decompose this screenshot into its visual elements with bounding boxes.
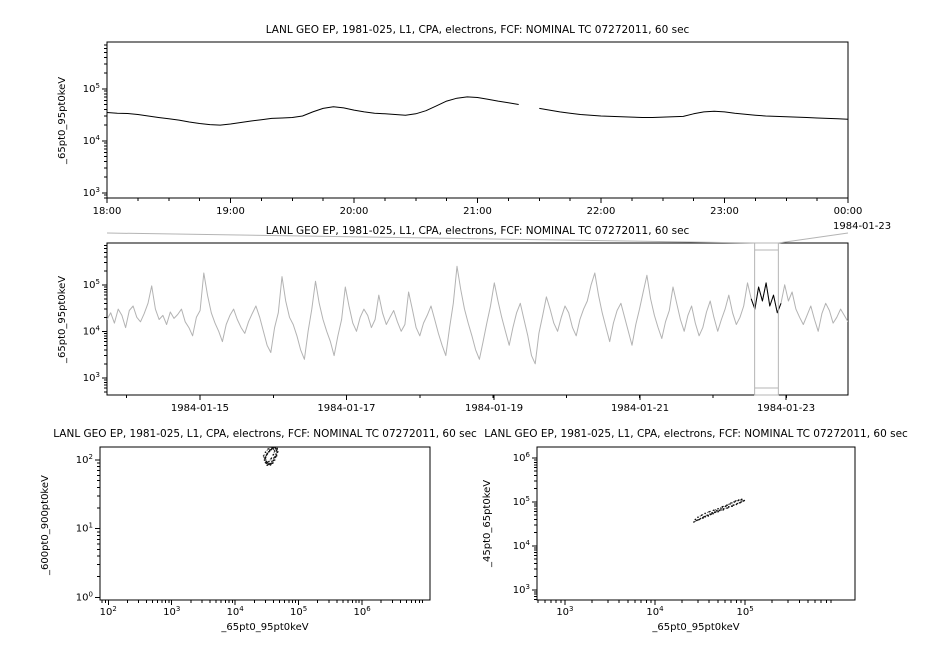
svg-text:22:00: 22:00 <box>587 206 616 217</box>
plot-area-context-timeseries[interactable] <box>107 243 848 395</box>
svg-text:103: 103 <box>83 186 100 199</box>
panel-context-title: LANL GEO EP, 1981-025, L1, CPA, electron… <box>265 225 690 237</box>
plot-area-top-timeseries[interactable] <box>107 42 848 198</box>
svg-text:104: 104 <box>83 134 101 147</box>
svg-text:21:00: 21:00 <box>463 206 492 217</box>
panel-top-title: LANL GEO EP, 1981-025, L1, CPA, electron… <box>265 24 690 36</box>
plot-area-scatter-right[interactable] <box>537 447 855 600</box>
svg-text:23:00: 23:00 <box>710 206 739 217</box>
svg-text:18:00: 18:00 <box>93 206 122 217</box>
panel-scatter-right-xlabel: _65pt0_95pt0keV <box>652 622 740 633</box>
svg-text:106: 106 <box>353 605 371 618</box>
svg-text:102: 102 <box>76 453 93 466</box>
panel-scatter-right-ylabel: _45pt0_65pt0keV <box>482 479 493 567</box>
svg-text:1984-01-17: 1984-01-17 <box>317 403 375 414</box>
plot-area-scatter-left[interactable] <box>100 447 430 600</box>
svg-text:103: 103 <box>163 605 180 618</box>
svg-text:1984-01-19: 1984-01-19 <box>465 403 523 414</box>
svg-text:103: 103 <box>556 605 573 618</box>
svg-text:104: 104 <box>513 539 531 552</box>
panel-scatter-left-ylabel: _600pt0_900pt0keV <box>40 475 51 575</box>
svg-text:104: 104 <box>646 605 664 618</box>
svg-text:1984-01-23: 1984-01-23 <box>757 403 815 414</box>
panel-scatter-left-xlabel: _65pt0_95pt0keV <box>221 622 309 633</box>
svg-text:103: 103 <box>513 583 530 596</box>
context-date-label: 1984-01-23 <box>833 221 892 232</box>
svg-text:102: 102 <box>100 605 117 618</box>
svg-text:1984-01-15: 1984-01-15 <box>171 403 229 414</box>
svg-text:19:00: 19:00 <box>216 206 245 217</box>
svg-text:00:00: 00:00 <box>834 206 863 217</box>
svg-text:105: 105 <box>83 82 100 95</box>
panel-scatter-left-title: LANL GEO EP, 1981-025, L1, CPA, electron… <box>53 428 477 440</box>
svg-text:100: 100 <box>76 590 93 603</box>
panel-context-ylabel: _65pt0_95pt0keV <box>57 275 68 363</box>
panel-scatter-right-title: LANL GEO EP, 1981-025, L1, CPA, electron… <box>484 428 908 440</box>
svg-text:105: 105 <box>513 495 530 508</box>
svg-text:20:00: 20:00 <box>340 206 369 217</box>
context-selection-box[interactable] <box>754 243 779 395</box>
svg-text:105: 105 <box>736 605 753 618</box>
svg-text:105: 105 <box>290 605 307 618</box>
svg-text:101: 101 <box>76 522 93 535</box>
svg-text:105: 105 <box>83 278 100 291</box>
svg-text:104: 104 <box>83 324 101 337</box>
svg-text:1984-01-21: 1984-01-21 <box>611 403 669 414</box>
svg-text:104: 104 <box>227 605 245 618</box>
svg-text:106: 106 <box>513 451 531 464</box>
svg-text:103: 103 <box>83 371 100 384</box>
panel-top-ylabel: _65pt0_95pt0keV <box>57 76 68 164</box>
